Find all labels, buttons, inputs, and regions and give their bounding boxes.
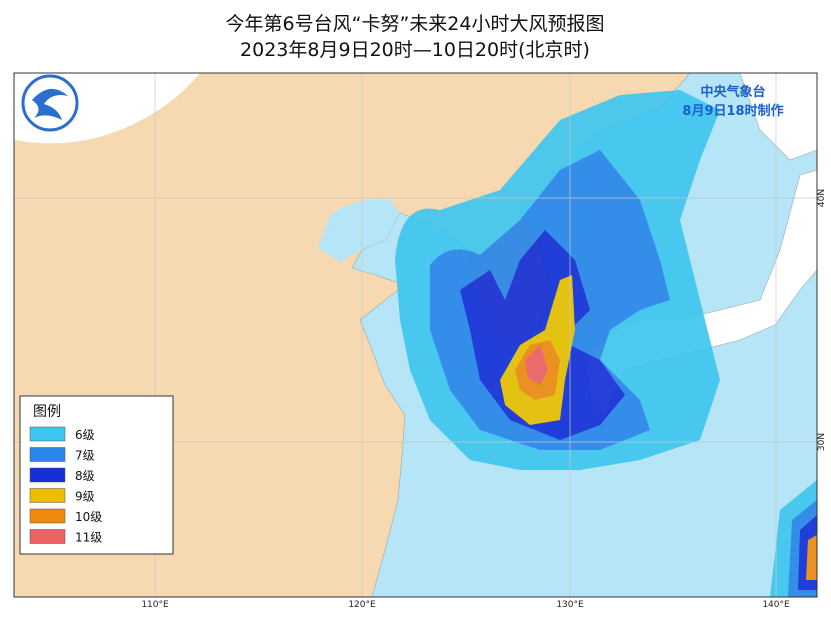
axis-labels: 110°E 120°E 130°E 140°E 40N 30N bbox=[141, 189, 827, 610]
legend-swatch bbox=[29, 467, 66, 483]
legend-swatch bbox=[29, 508, 66, 524]
map-frame bbox=[13, 72, 818, 598]
wind-area bbox=[806, 535, 817, 580]
legend-label: 11级 bbox=[75, 531, 102, 545]
legend-title: 图例 bbox=[33, 404, 61, 420]
legend-swatch bbox=[29, 529, 66, 544]
legend-swatch bbox=[29, 426, 66, 442]
subtitle: 2023年8月9日20时—10日20时(北京时) bbox=[240, 39, 590, 61]
longitude-label: 130°E bbox=[556, 600, 584, 610]
legend-label: 8级 bbox=[75, 469, 95, 483]
latitude-label: 40N bbox=[817, 189, 827, 207]
issue-time: 8月9日18时制作 bbox=[682, 103, 783, 119]
legend: 图例 6级 7级 8级 9级 10级 11级 bbox=[19, 395, 174, 555]
wind-areas bbox=[395, 90, 817, 597]
map bbox=[13, 72, 818, 598]
wind-area bbox=[525, 345, 548, 385]
latitude-label: 30N bbox=[817, 433, 827, 451]
legend-swatch bbox=[29, 447, 66, 462]
title: 今年第6号台风“卡努”未来24小时大风预报图 bbox=[226, 13, 605, 35]
legend-label: 10级 bbox=[75, 510, 102, 524]
legend-label: 7级 bbox=[75, 449, 95, 463]
legend-label: 9级 bbox=[75, 490, 95, 504]
legend-swatch bbox=[29, 488, 66, 503]
bohai-sea bbox=[318, 199, 400, 262]
logo bbox=[21, 74, 79, 132]
agency-name: 中央气象台 bbox=[700, 84, 765, 100]
graticule bbox=[14, 73, 817, 597]
longitude-label: 140°E bbox=[762, 600, 790, 610]
longitude-label: 110°E bbox=[141, 600, 169, 610]
longitude-label: 120°E bbox=[348, 600, 376, 610]
legend-label: 6级 bbox=[75, 428, 95, 442]
